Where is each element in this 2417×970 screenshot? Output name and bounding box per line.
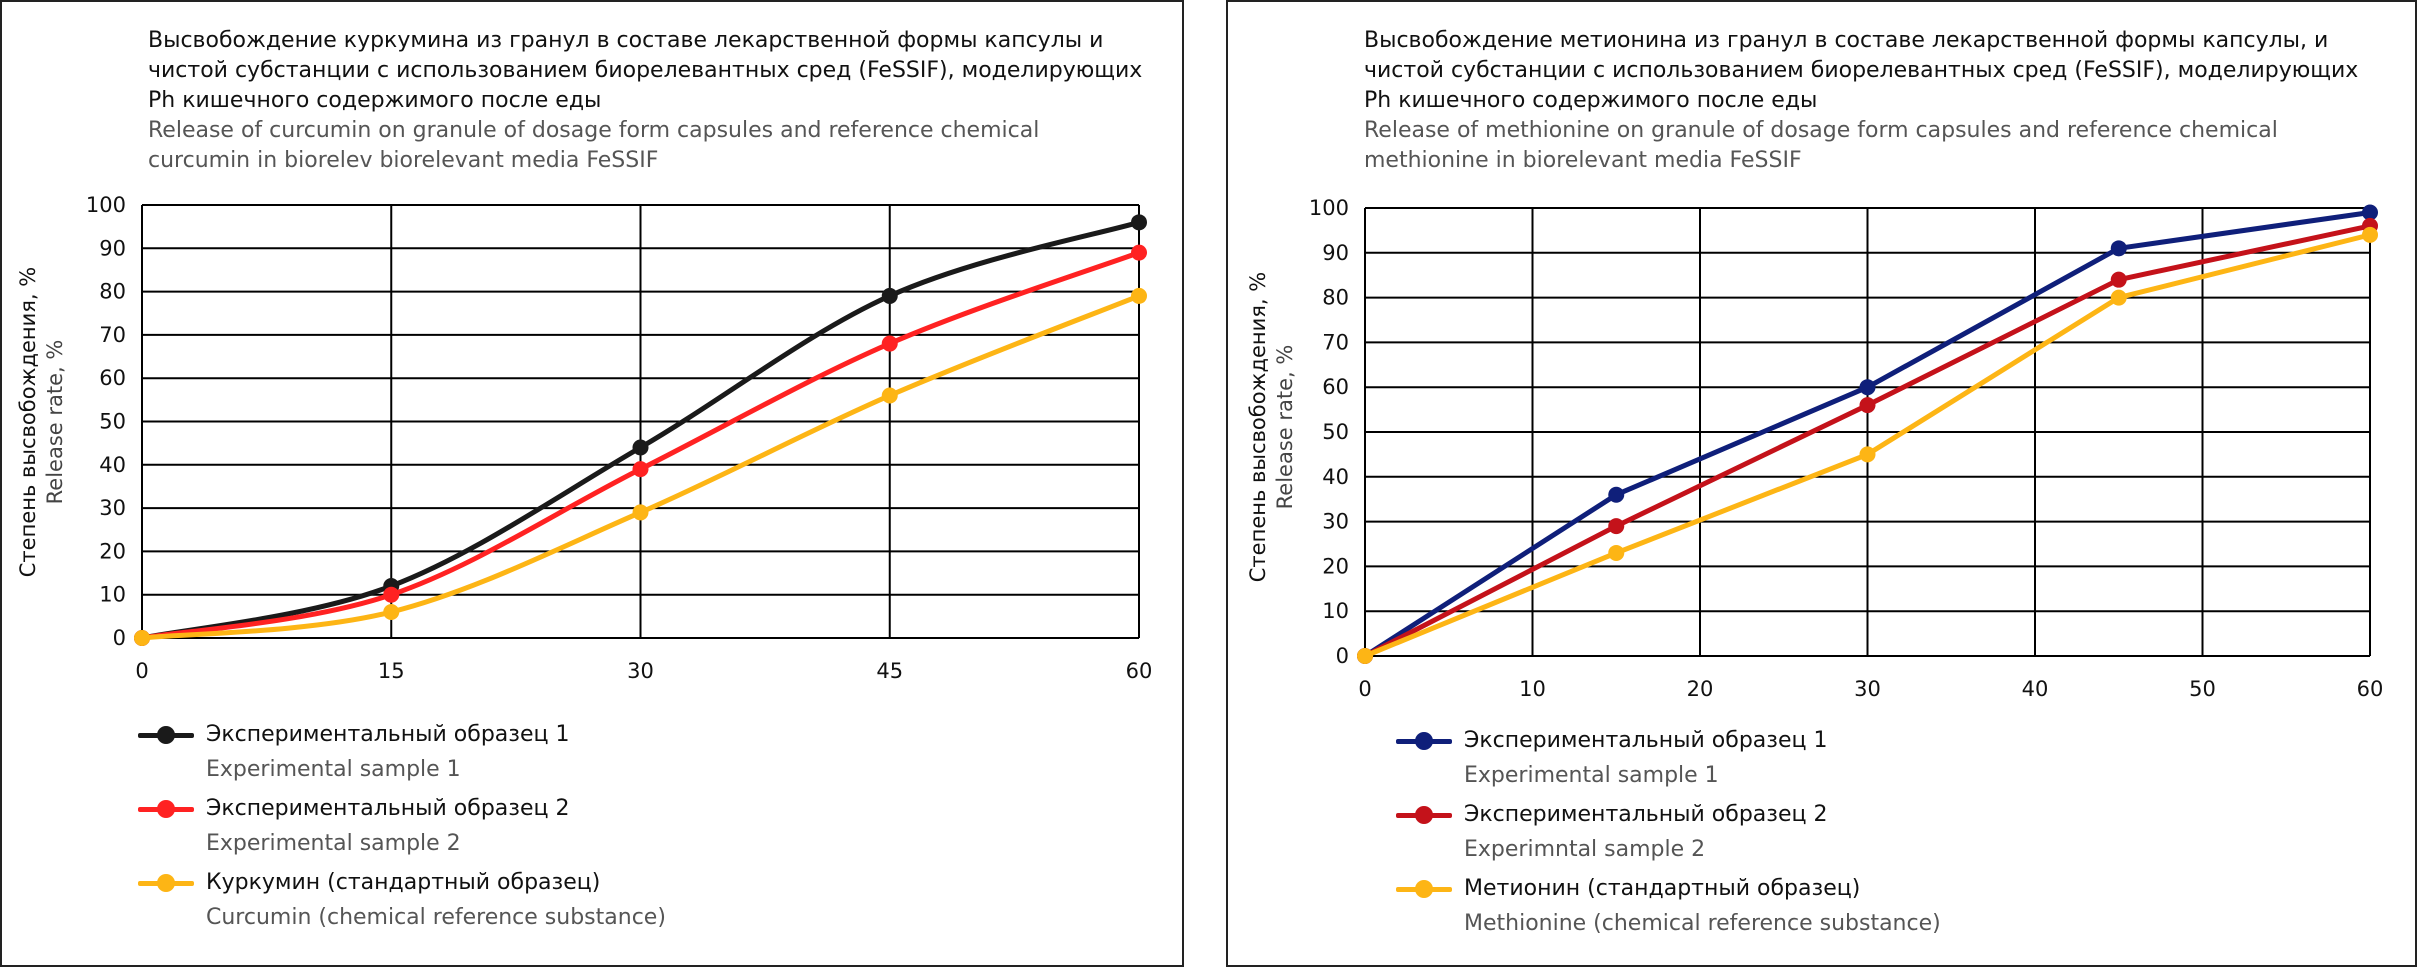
legend-label-en: Experimntal sample 2 [1464, 837, 1706, 862]
chart-title-ru: Высвобождение метионина из гранул в сост… [1364, 28, 2359, 113]
data-point [881, 335, 898, 352]
legend-label-ru: Экспериментальный образец 1 [206, 722, 570, 747]
x-tick-label: 10 [1519, 677, 1546, 701]
y-tick-label: 100 [1309, 196, 1349, 220]
x-tick-label: 60 [2357, 677, 2384, 701]
legend-swatch [138, 870, 194, 894]
y-tick-label: 10 [99, 583, 126, 607]
plot-area: 0 10 20 30 40 50 60 70 80 90 100 0 15 30 45 60 [86, 193, 1153, 683]
data-point [383, 604, 400, 621]
legend-label-en: Curcumin (chemical reference substance) [206, 905, 666, 930]
y-tick-label: 90 [1322, 241, 1349, 265]
data-point [134, 630, 150, 646]
x-tick-label: 0 [135, 659, 148, 683]
y-tick-label: 20 [1322, 554, 1349, 578]
y-tick-label: 90 [99, 236, 126, 260]
legend-label-ru: Куркумин (стандартный образец) [206, 870, 601, 895]
data-point [632, 504, 649, 521]
y-tick-label: 60 [99, 366, 126, 390]
data-point [1131, 214, 1147, 231]
chart-panel-curcumin: Высвобождение куркумина из гранул в сост… [0, 0, 1184, 967]
y-tick-label: 0 [113, 626, 126, 650]
legend-label-en: Experimental sample 1 [206, 757, 461, 782]
legend-label-ru: Метионин (стандартный образец) [1464, 876, 1861, 901]
data-point [2110, 240, 2127, 257]
data-point [1859, 446, 1876, 463]
data-point [1608, 486, 1625, 503]
plot-area: 0 10 20 30 40 50 60 70 80 90 100 0 10 20 30 40 50 60 [1309, 196, 2384, 701]
data-point [1608, 544, 1625, 561]
data-point [2110, 289, 2127, 306]
x-tick-label: 30 [627, 659, 654, 683]
y-tick-label: 70 [99, 323, 126, 347]
y-tick-label: 80 [1322, 286, 1349, 310]
y-tick-label: 80 [99, 280, 126, 304]
y-tick-label: 70 [1322, 330, 1349, 354]
data-point [1131, 287, 1147, 304]
y-tick-label: 40 [1322, 465, 1349, 489]
data-point [881, 287, 898, 304]
y-tick-label: 30 [1322, 510, 1349, 534]
data-point [383, 586, 400, 603]
x-tick-label: 20 [1687, 677, 1714, 701]
y-tick-label: 60 [1322, 375, 1349, 399]
legend-label-ru: Экспериментальный образец 1 [1464, 728, 1828, 753]
y-tick-label: 30 [99, 496, 126, 520]
y-tick-label: 20 [99, 539, 126, 563]
data-point [1859, 397, 1876, 414]
legend-label-ru: Экспериментальный образец 2 [206, 796, 570, 821]
data-point [2362, 204, 2378, 221]
x-tick-label: 15 [378, 659, 405, 683]
chart-title: Высвобождение метионина из гранул в сост… [1364, 26, 2364, 176]
data-point [2362, 226, 2378, 243]
x-tick-label: 0 [1358, 677, 1371, 701]
legend-label-en: Methionine (chemical reference substance… [1464, 911, 1941, 936]
y-tick-label: 40 [99, 453, 126, 477]
y-tick-label: 100 [86, 193, 126, 217]
legend-label-en: Experimental sample 2 [206, 831, 461, 856]
data-point [881, 387, 898, 404]
data-point [1131, 244, 1147, 261]
data-point [632, 439, 649, 456]
y-tick-label: 50 [99, 410, 126, 434]
legend-swatch [1396, 728, 1452, 752]
chart-title-en: Release of methionine on granule of dosa… [1364, 118, 2278, 173]
legend-swatch [1396, 802, 1452, 826]
chart-title-en: Release of curcumin on granule of dosage… [148, 118, 1040, 173]
data-point [632, 461, 649, 478]
x-tick-label: 40 [2022, 677, 2049, 701]
legend-swatch [138, 722, 194, 746]
data-point [2110, 271, 2127, 288]
y-tick-label: 50 [1322, 420, 1349, 444]
chart-panel-methionine: Высвобождение метионина из гранул в сост… [1226, 0, 2417, 967]
data-point [1357, 648, 1373, 664]
x-tick-label: 60 [1126, 659, 1153, 683]
legend-label-ru: Экспериментальный образец 2 [1464, 802, 1828, 827]
x-tick-label: 45 [876, 659, 903, 683]
x-tick-label: 30 [1854, 677, 1881, 701]
chart-title-ru: Высвобождение куркумина из гранул в сост… [148, 28, 1143, 113]
data-point [1859, 379, 1876, 396]
y-tick-label: 0 [1336, 644, 1349, 668]
legend-label-en: Experimental sample 1 [1464, 763, 1719, 788]
legend-swatch [1396, 876, 1452, 900]
legend-swatch [138, 796, 194, 820]
chart-title: Высвобождение куркумина из гранул в сост… [148, 26, 1148, 176]
data-point [1608, 518, 1625, 535]
y-tick-label: 10 [1322, 599, 1349, 623]
x-tick-label: 50 [2189, 677, 2216, 701]
